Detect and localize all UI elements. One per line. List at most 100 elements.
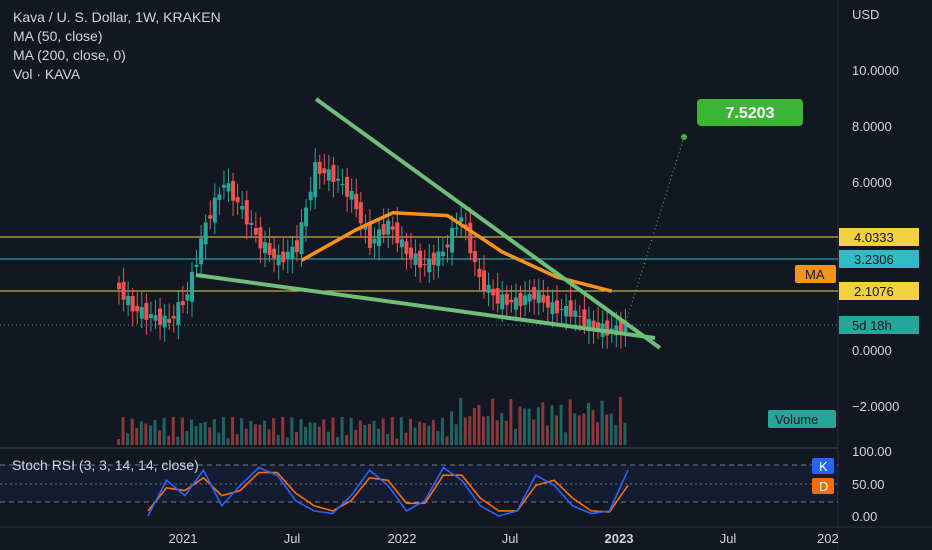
candle-body — [367, 224, 372, 248]
volume-bar — [272, 418, 276, 445]
price-tick-10: 10.0000 — [852, 63, 899, 78]
candle-body — [244, 200, 249, 225]
candle-body — [436, 251, 441, 266]
target-point[interactable] — [681, 134, 687, 140]
volume-bar — [500, 413, 504, 445]
volume-bar — [267, 429, 271, 445]
candle-body — [358, 202, 363, 224]
candle-body — [605, 320, 610, 336]
price-tick-8: 8.0000 — [852, 119, 892, 134]
candle-body — [158, 308, 163, 325]
candle-body — [281, 251, 286, 263]
volume-bar — [139, 421, 143, 445]
volume-bar — [336, 437, 339, 445]
candle-body — [162, 315, 167, 328]
candle-body — [203, 222, 208, 245]
candle-body — [413, 253, 418, 265]
volume-bar — [395, 438, 399, 445]
target-label[interactable]: 7.5203 — [697, 99, 803, 126]
candle-body — [559, 309, 564, 311]
ma-line[interactable] — [300, 211, 613, 293]
volume-tag[interactable]: Volume — [768, 410, 836, 428]
volume-bar — [509, 398, 513, 445]
level-tag-4.0333[interactable]: 4.0333 — [839, 228, 919, 246]
candle-body — [623, 323, 628, 336]
lower-trendline[interactable] — [195, 273, 656, 340]
candle-body — [550, 302, 555, 315]
candle-body — [614, 325, 619, 336]
candle-body — [171, 315, 176, 319]
volume-bar — [349, 418, 353, 445]
svg-text:4.0333: 4.0333 — [854, 230, 894, 245]
candle-body — [381, 224, 386, 235]
volume-bar — [203, 421, 207, 445]
time-tick-jul21: Jul — [284, 531, 301, 546]
candle-body — [148, 314, 153, 319]
volume-bar — [190, 419, 193, 445]
svg-text:D: D — [819, 479, 828, 494]
volume-bar — [372, 421, 376, 445]
candle-body — [308, 191, 313, 201]
candle-body — [249, 222, 254, 225]
candle-body — [618, 319, 623, 335]
volume-bar — [564, 432, 568, 445]
volume-bar — [281, 417, 285, 445]
volume-bar — [422, 423, 426, 445]
candle-body — [472, 250, 477, 262]
volume-bar — [605, 414, 609, 445]
time-tick-2021: 2021 — [169, 531, 198, 546]
volume-bar — [486, 415, 490, 445]
ma200-legend[interactable]: MA (200, close, 0) — [13, 47, 126, 63]
level-tag-3.2306[interactable]: 3.2306 — [839, 250, 919, 268]
candle-body — [190, 271, 194, 302]
volume-bar — [354, 429, 358, 445]
candle-body — [290, 246, 295, 259]
ma-tag[interactable]: MA — [795, 265, 836, 283]
stoch-rsi-title[interactable]: Stoch RSI (3, 3, 14, 14, close) — [12, 457, 199, 473]
volume-bar — [304, 426, 308, 445]
volume-bar — [180, 417, 184, 445]
volume-bar — [491, 398, 495, 445]
volume-bar — [427, 425, 431, 445]
candle-body — [431, 252, 436, 265]
time-tick-2023: 2023 — [605, 531, 634, 546]
volume-bar — [527, 408, 531, 445]
volume-bar — [253, 424, 257, 445]
volume-bar — [609, 413, 613, 445]
volume-bar — [573, 413, 577, 445]
ma50-legend[interactable]: MA (50, close) — [13, 28, 103, 44]
volume-bar — [404, 432, 408, 445]
volume-bar — [212, 418, 216, 445]
chart-legend: Kava / U. S. Dollar, 1W, KRAKEN MA (50, … — [13, 8, 221, 84]
upper-trendline[interactable] — [314, 97, 662, 350]
volume-bar — [263, 420, 266, 445]
volume-bar — [294, 431, 298, 445]
volume-legend[interactable]: Vol · KAVA — [13, 66, 81, 82]
candle-body — [440, 251, 445, 257]
candle-body — [404, 241, 409, 255]
volume-bar — [326, 431, 330, 445]
candle-body — [144, 302, 149, 320]
candle-body — [491, 288, 496, 296]
volume-bar — [431, 419, 435, 445]
volume-bar — [217, 432, 221, 445]
level-tag-2.1076[interactable]: 2.1076 — [839, 282, 919, 300]
svg-text:3.2306: 3.2306 — [854, 252, 894, 267]
volume-bar — [409, 418, 412, 445]
volume-bar — [171, 417, 175, 445]
stoch-k-tag: K — [812, 458, 834, 474]
candle-body — [299, 222, 304, 255]
symbol-title[interactable]: Kava / U. S. Dollar, 1W, KRAKEN — [13, 9, 221, 25]
volume-bar — [317, 426, 321, 445]
volume-bar — [126, 433, 130, 445]
candle-body — [395, 222, 400, 244]
candle-body — [276, 254, 281, 266]
target-projection-line[interactable] — [624, 136, 685, 326]
volume-bar — [276, 434, 280, 445]
candle-body — [386, 220, 391, 235]
candle-body — [377, 229, 382, 247]
volume-bar — [513, 428, 517, 445]
candle-body — [399, 239, 404, 248]
time-tick-2024: 202 — [817, 531, 839, 546]
